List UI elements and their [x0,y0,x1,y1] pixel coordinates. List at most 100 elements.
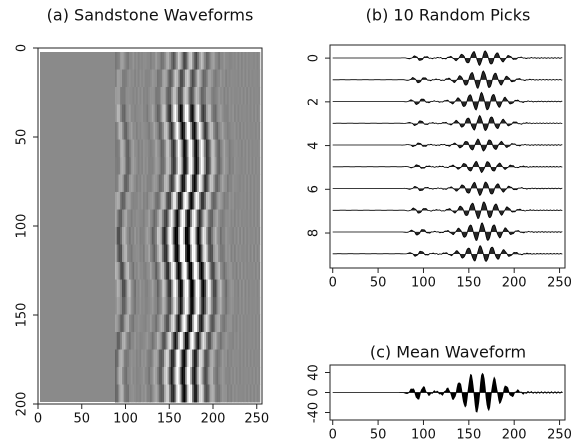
image-cell [158,279,161,298]
image-cell [242,209,245,228]
image-cell [169,174,172,193]
image-cell [146,157,149,175]
image-cell [193,262,196,280]
image-cell [258,157,261,175]
image-cell [223,174,226,193]
image-cell [220,332,222,350]
image-cell [248,227,250,245]
image-cell [239,349,242,368]
image-cell [221,209,224,228]
image-cell [181,314,184,333]
image-cell [188,139,191,158]
image-cell [223,52,226,70]
image-cell [157,69,159,88]
image-cell [248,209,250,228]
image-cell [200,314,203,333]
image-cell [153,279,156,298]
image-cell [218,262,221,280]
image-cell [241,314,243,333]
image-cell [242,122,245,140]
image-cell [255,69,257,88]
image-cell [232,122,235,140]
image-cell [130,52,133,70]
image-cell [244,209,247,228]
image-cell [246,262,249,280]
image-cell [162,69,165,88]
image-cell [258,122,261,140]
image-cell [199,367,201,385]
image-cell [218,367,221,385]
image-cell [199,349,201,368]
image-cell [207,52,210,70]
image-cell [137,262,140,280]
image-cell [206,157,208,175]
image-cell [144,367,147,385]
image-cell [253,122,256,140]
panel-title: (c) Mean Waveform [370,343,526,362]
image-cell [256,52,259,70]
image-cell [218,69,221,88]
image-cell [120,262,123,280]
image-cell [134,314,137,333]
waveform [332,50,563,67]
image-cell [122,262,124,280]
image-cell [237,349,240,368]
image-cell [230,297,233,315]
image-cell [150,244,152,263]
image-cell [165,279,168,298]
image-cell [235,244,238,263]
image-cell [242,174,245,193]
image-cell [158,174,161,193]
image-cell [167,262,170,280]
image-cell [169,262,172,280]
image-cell [230,104,233,123]
image-cell [192,122,194,140]
image-cell [130,139,133,158]
image-cell [251,69,254,88]
image-cell [206,87,208,105]
image-cell [207,279,210,298]
image-cell [151,367,154,385]
image-cell [155,209,158,228]
image-cell [258,174,261,193]
image-cell [146,367,149,385]
image-cell [157,139,159,158]
image-cell [143,69,145,88]
image-cell [199,52,201,70]
image-cell [220,279,222,298]
image-cell [258,69,261,88]
image-cell [225,69,228,88]
image-cell [242,52,245,70]
image-cell [225,384,228,403]
image-cell [157,52,159,70]
image-cell [137,349,140,368]
image-cell [127,122,130,140]
image-cell [153,52,156,70]
image-cell [209,262,212,280]
image-cell [206,332,208,350]
x-tick-label: 250 [244,412,269,427]
image-cell [197,122,200,140]
image-cell [214,262,217,280]
image-cell [155,332,158,350]
image-cell [115,332,117,350]
image-cell [223,104,226,123]
image-cell [171,192,173,210]
image-cell [146,384,149,403]
image-cell [169,384,172,403]
image-cell [216,314,219,333]
image-cell [237,367,240,385]
image-cell [120,209,123,228]
image-cell [253,52,256,70]
x-tick-label: 150 [157,412,182,427]
image-cell [127,262,130,280]
image-cell [179,192,182,210]
image-cell [181,349,184,368]
image-cell [220,174,222,193]
image-cell [199,69,201,88]
image-cell [251,367,254,385]
image-cell [162,349,165,368]
image-cell [192,174,194,193]
image-cell [221,384,224,403]
image-cell [228,192,231,210]
